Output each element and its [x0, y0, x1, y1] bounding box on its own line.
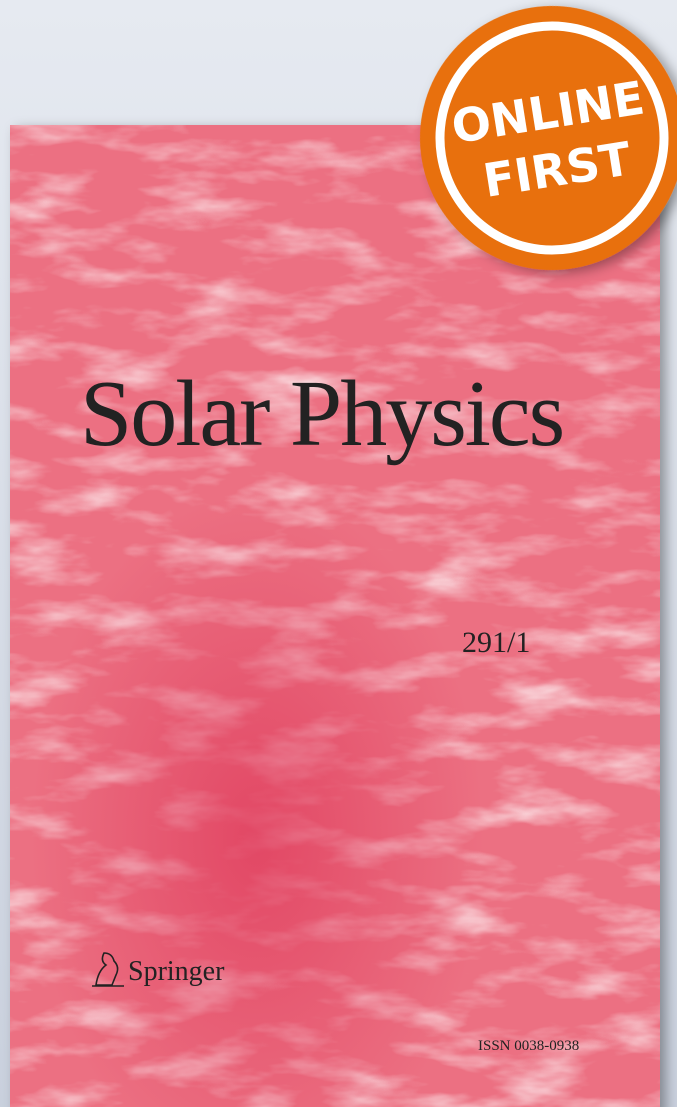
publisher-name: Springer	[128, 956, 225, 987]
publisher-logo: Springer	[92, 952, 225, 987]
journal-title: Solar Physics	[80, 362, 563, 466]
issue-number: 291/1	[462, 626, 530, 659]
badge-outer	[420, 6, 677, 270]
issn: ISSN 0038-0938	[478, 1038, 579, 1054]
badge-ring	[435, 21, 669, 255]
online-first-badge: ONLINE FIRST	[420, 6, 677, 270]
sunspot	[10, 125, 660, 1107]
